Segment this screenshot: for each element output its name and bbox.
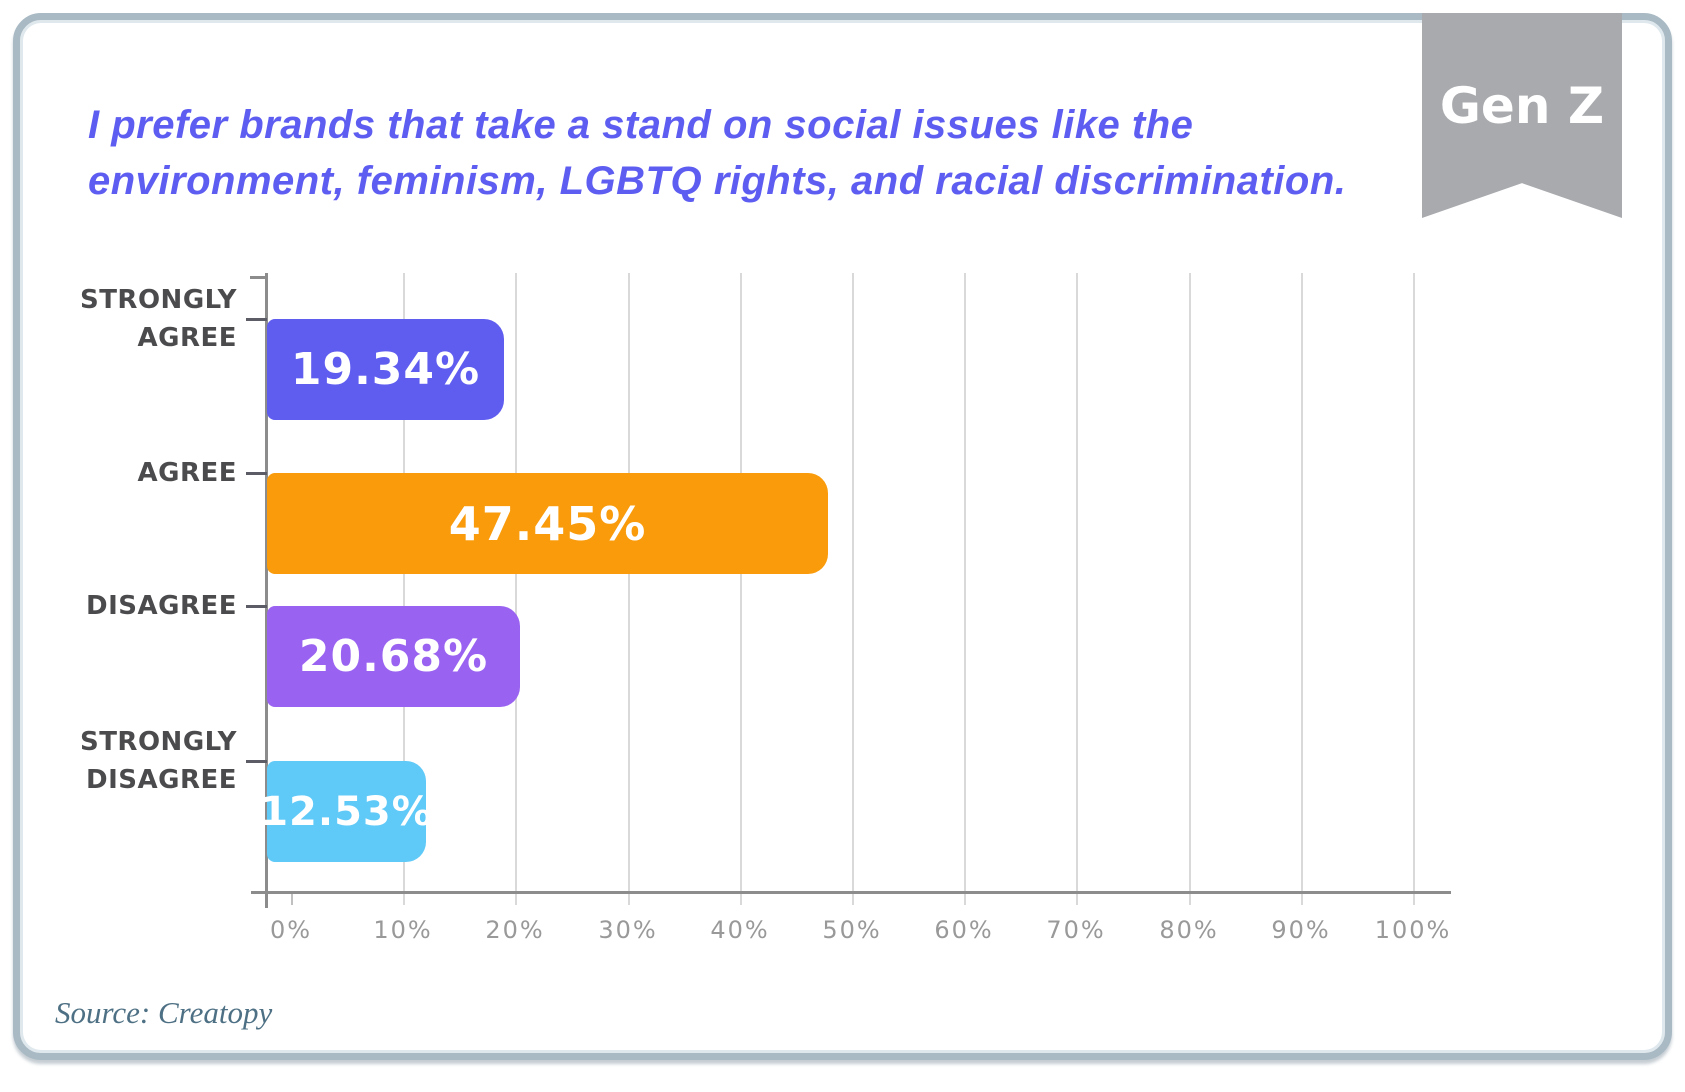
bar-value-label: 12.53% xyxy=(260,788,433,835)
category-tick xyxy=(246,472,267,475)
gridline-90% xyxy=(1301,273,1303,905)
category-label-agree: AGREE xyxy=(42,454,237,492)
gridline-60% xyxy=(964,273,966,905)
x-axis-line xyxy=(251,891,1451,894)
x-tick-label: 20% xyxy=(485,916,545,944)
chart-title-line-2: environment, feminism, LGBTQ rights, and… xyxy=(88,159,1347,203)
x-tick-label: 100% xyxy=(1374,916,1452,944)
bar-agree: 47.45% xyxy=(267,473,828,574)
x-tick-label: 90% xyxy=(1271,916,1331,944)
x-tick-label: 40% xyxy=(710,916,770,944)
chart-title-line-1: I prefer brands that take a stand on soc… xyxy=(88,103,1194,147)
gridline-20% xyxy=(515,273,517,905)
gridline-100% xyxy=(1413,273,1415,905)
chart-title: I prefer brands that take a stand on soc… xyxy=(88,97,1378,209)
category-tick xyxy=(246,760,267,763)
x-tick-label: 30% xyxy=(598,916,658,944)
x-tick-label: 70% xyxy=(1046,916,1106,944)
x-tick-label: 0% xyxy=(269,916,313,944)
gridline-50% xyxy=(852,273,854,905)
x-tick-label: 10% xyxy=(373,916,433,944)
x-tick-label: 60% xyxy=(934,916,994,944)
bar-value-label: 19.34% xyxy=(290,344,481,395)
category-label-line: DISAGREE xyxy=(86,591,237,621)
bar-value-label: 47.45% xyxy=(448,496,647,551)
gridline-30% xyxy=(628,273,630,905)
category-tick xyxy=(246,605,267,608)
x-tick-0% xyxy=(291,894,293,905)
y-axis-top-tick xyxy=(250,276,266,279)
bar-strongly-disagree: 12.53% xyxy=(260,761,432,862)
gridline-70% xyxy=(1076,273,1078,905)
gridline-40% xyxy=(740,273,742,905)
category-label-line: STRONGLY xyxy=(79,285,237,315)
category-label-line: AGREE xyxy=(137,323,237,353)
bar-strongly-agree: 19.34% xyxy=(267,319,504,420)
bar-disagree: 20.68% xyxy=(267,606,520,707)
x-tick-label: 80% xyxy=(1159,916,1219,944)
gridline-10% xyxy=(403,273,405,905)
ribbon-badge-label: Gen Z xyxy=(1439,77,1605,135)
category-tick xyxy=(246,318,267,321)
category-label-strongly-disagree: STRONGLY DISAGREE xyxy=(42,723,237,799)
y-axis-line xyxy=(265,273,268,908)
category-label-line: AGREE xyxy=(137,458,237,488)
x-tick-label: 50% xyxy=(822,916,882,944)
category-label-disagree: DISAGREE xyxy=(42,587,237,625)
source-attribution: Source: Creatopy xyxy=(55,995,273,1030)
bar-value-label: 20.68% xyxy=(298,631,489,682)
category-label-line: STRONGLY xyxy=(79,727,237,757)
category-label-line: DISAGREE xyxy=(86,765,237,795)
gridline-80% xyxy=(1189,273,1191,905)
category-label-strongly-agree: STRONGLY AGREE xyxy=(42,281,237,357)
